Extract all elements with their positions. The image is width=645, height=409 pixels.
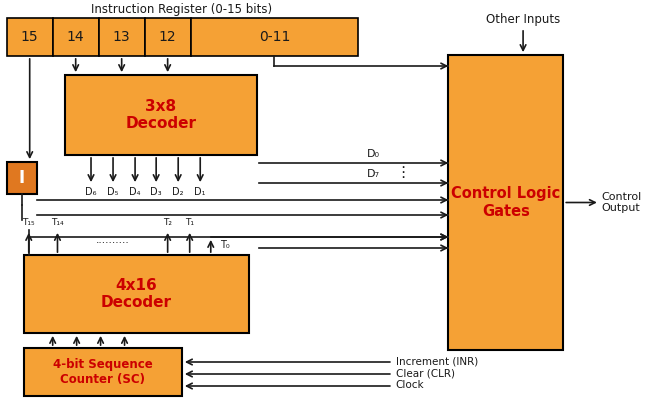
Text: 13: 13 — [113, 30, 130, 44]
FancyBboxPatch shape — [6, 162, 37, 194]
FancyBboxPatch shape — [448, 55, 563, 350]
Text: Increment (INR): Increment (INR) — [395, 356, 478, 366]
FancyBboxPatch shape — [191, 18, 359, 56]
Text: 14: 14 — [67, 30, 84, 44]
Text: D₁: D₁ — [195, 187, 206, 197]
FancyBboxPatch shape — [53, 18, 99, 56]
Text: D₃: D₃ — [150, 187, 162, 197]
Text: D₇: D₇ — [367, 169, 380, 179]
Text: Control Logic
Gates: Control Logic Gates — [451, 187, 561, 219]
FancyBboxPatch shape — [144, 18, 191, 56]
Text: 0-11: 0-11 — [259, 30, 290, 44]
Text: 4x16
Decoder: 4x16 Decoder — [101, 278, 172, 310]
Text: 15: 15 — [21, 30, 39, 44]
Text: D₀: D₀ — [367, 149, 380, 159]
Text: T₁₅: T₁₅ — [23, 218, 35, 227]
Text: T₁: T₁ — [185, 218, 194, 227]
FancyBboxPatch shape — [99, 18, 144, 56]
Text: Other Inputs: Other Inputs — [486, 13, 561, 26]
Text: T₀: T₀ — [221, 240, 230, 250]
Text: ..........: .......... — [96, 235, 130, 245]
Text: T₁₄: T₁₄ — [51, 218, 64, 227]
Text: Control
Output: Control Output — [602, 192, 642, 213]
FancyBboxPatch shape — [65, 75, 257, 155]
Text: 12: 12 — [159, 30, 177, 44]
Text: I: I — [19, 169, 25, 187]
Text: ⋮: ⋮ — [395, 166, 410, 180]
FancyBboxPatch shape — [24, 255, 249, 333]
Text: D₄: D₄ — [130, 187, 141, 197]
Text: Instruction Register (0-15 bits): Instruction Register (0-15 bits) — [92, 4, 273, 16]
Text: D₅: D₅ — [107, 187, 119, 197]
Text: D₆: D₆ — [85, 187, 97, 197]
Text: 4-bit Sequence
Counter (SC): 4-bit Sequence Counter (SC) — [53, 358, 153, 386]
Text: T₂: T₂ — [163, 218, 172, 227]
Text: Clock: Clock — [395, 380, 424, 390]
Text: Clear (CLR): Clear (CLR) — [395, 368, 455, 378]
FancyBboxPatch shape — [24, 348, 182, 396]
FancyBboxPatch shape — [6, 18, 53, 56]
Text: D₂: D₂ — [172, 187, 184, 197]
Text: 3x8
Decoder: 3x8 Decoder — [125, 99, 197, 131]
